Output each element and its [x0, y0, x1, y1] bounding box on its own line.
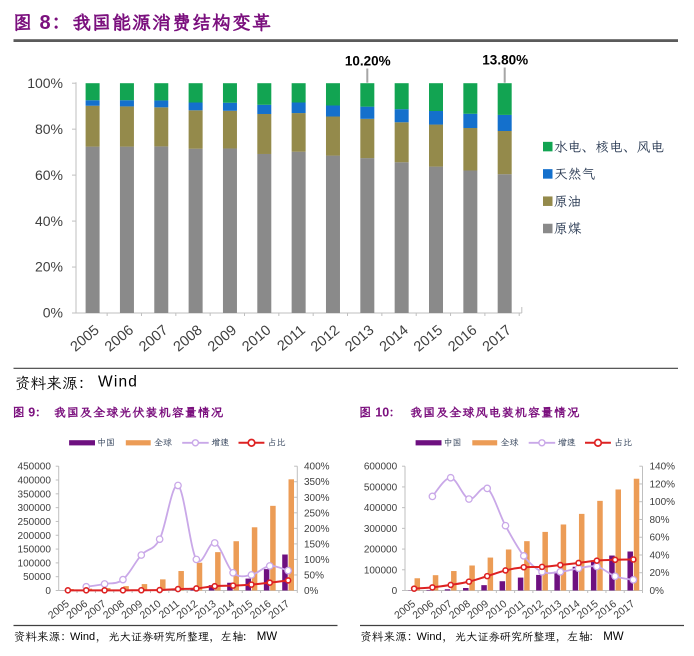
svg-text:50%: 50%	[304, 570, 324, 581]
svg-text:左轴: 左轴	[567, 631, 590, 644]
svg-text:原煤: 原煤	[554, 221, 582, 236]
svg-text:20%: 20%	[35, 259, 63, 275]
svg-text:20%: 20%	[650, 568, 670, 579]
svg-text:0%: 0%	[43, 305, 63, 321]
svg-text:天然气: 天然气	[554, 167, 596, 182]
svg-text:，: ，	[209, 632, 221, 644]
svg-text:13.80%: 13.80%	[482, 53, 528, 68]
svg-text:350%: 350%	[304, 477, 330, 488]
svg-text:左轴: 左轴	[220, 631, 243, 644]
svg-text:资料来源：: 资料来源：	[14, 631, 73, 644]
svg-text:：: ：	[589, 632, 601, 644]
svg-text:150%: 150%	[304, 539, 330, 550]
svg-text:全球: 全球	[501, 438, 519, 448]
svg-text:0: 0	[392, 586, 398, 597]
svg-text:40%: 40%	[650, 550, 670, 561]
svg-text:60%: 60%	[650, 533, 670, 544]
svg-text:100000: 100000	[364, 565, 398, 576]
svg-text:光大证券研究所整理: 光大证券研究所整理	[455, 631, 556, 644]
svg-text:光大证券研究所整理: 光大证券研究所整理	[108, 631, 209, 644]
svg-text:2014: 2014	[377, 322, 412, 355]
svg-text:：: ：	[52, 12, 72, 34]
svg-text:300%: 300%	[304, 493, 330, 504]
svg-text:150000: 150000	[18, 545, 52, 556]
svg-text:450000: 450000	[18, 462, 52, 473]
svg-text:200000: 200000	[18, 531, 52, 542]
svg-text:0%: 0%	[304, 586, 319, 597]
svg-text:我国及全球风电装机容量情况: 我国及全球风电装机容量情况	[410, 406, 580, 420]
svg-text:Wind: Wind	[98, 374, 138, 391]
svg-text:我国能源消费结构变革: 我国能源消费结构变革	[72, 12, 272, 34]
svg-text:2007: 2007	[136, 322, 171, 355]
svg-text:140%: 140%	[650, 462, 676, 473]
svg-text:图: 图	[359, 406, 372, 420]
svg-text:2013: 2013	[342, 322, 377, 355]
svg-text:资料来源：: 资料来源：	[15, 376, 94, 393]
svg-text:2006: 2006	[102, 322, 137, 355]
svg-text:350000: 350000	[18, 489, 52, 500]
svg-text:9: 9	[28, 406, 35, 420]
svg-text:2016: 2016	[445, 322, 480, 355]
svg-text:Wind: Wind	[417, 631, 442, 643]
svg-text:200000: 200000	[364, 545, 398, 556]
svg-text:50000: 50000	[23, 572, 51, 583]
svg-text:10: 10	[375, 406, 389, 420]
svg-text:Wind: Wind	[70, 631, 95, 643]
svg-text:2015: 2015	[411, 322, 446, 355]
svg-text:80%: 80%	[650, 515, 670, 526]
svg-text:200%: 200%	[304, 524, 330, 535]
svg-text:2012: 2012	[308, 322, 343, 355]
svg-text:0%: 0%	[650, 586, 665, 597]
svg-text:水电、核电、风电: 水电、核电、风电	[554, 139, 664, 154]
svg-text:：: ：	[389, 406, 401, 420]
svg-text:中国: 中国	[97, 438, 115, 448]
svg-text:400000: 400000	[364, 503, 398, 514]
svg-text:400000: 400000	[18, 476, 52, 487]
svg-text:400%: 400%	[304, 462, 330, 473]
svg-text:100%: 100%	[650, 497, 676, 508]
svg-text:100%: 100%	[304, 555, 330, 566]
svg-text:60%: 60%	[35, 167, 63, 183]
svg-text:，: ，	[96, 632, 108, 644]
svg-text:0: 0	[45, 586, 51, 597]
svg-text:100%: 100%	[27, 75, 63, 91]
svg-text:，: ，	[556, 632, 568, 644]
svg-text:2005: 2005	[68, 322, 103, 355]
svg-text:图: 图	[13, 13, 32, 34]
svg-text:MW: MW	[603, 631, 624, 643]
svg-text:增速: 增速	[558, 438, 576, 448]
svg-text:80%: 80%	[35, 121, 63, 137]
svg-text:300000: 300000	[364, 524, 398, 535]
svg-text:2017: 2017	[266, 598, 292, 622]
svg-text:100000: 100000	[18, 558, 52, 569]
svg-text:增速: 增速	[211, 438, 229, 448]
svg-text:中国: 中国	[444, 438, 462, 448]
svg-text:资料来源：: 资料来源：	[360, 631, 419, 644]
svg-text:40%: 40%	[35, 213, 63, 229]
svg-text:MW: MW	[257, 631, 278, 643]
svg-text:2011: 2011	[275, 322, 309, 354]
svg-text:600000: 600000	[364, 462, 398, 473]
svg-text:我国及全球光伏装机容量情况: 我国及全球光伏装机容量情况	[54, 406, 224, 420]
svg-text:300000: 300000	[18, 503, 52, 514]
svg-text:占比: 占比	[614, 438, 632, 448]
svg-text:全球: 全球	[154, 438, 172, 448]
svg-text:占比: 占比	[268, 438, 286, 448]
svg-text:8: 8	[40, 12, 51, 34]
svg-text:：: ：	[35, 406, 47, 420]
svg-text:：: ：	[242, 632, 254, 644]
svg-text:图: 图	[12, 406, 25, 420]
svg-text:，: ，	[442, 632, 454, 644]
svg-text:10.20%: 10.20%	[345, 54, 391, 69]
svg-text:2009: 2009	[205, 322, 240, 355]
svg-text:2010: 2010	[239, 322, 274, 355]
svg-text:原油: 原油	[554, 194, 582, 209]
svg-text:2017: 2017	[480, 322, 515, 355]
svg-text:120%: 120%	[650, 479, 676, 490]
svg-text:2008: 2008	[171, 322, 206, 355]
svg-text:500000: 500000	[364, 482, 398, 493]
svg-text:250000: 250000	[18, 517, 52, 528]
svg-text:2017: 2017	[611, 598, 637, 622]
svg-text:250%: 250%	[304, 508, 330, 519]
